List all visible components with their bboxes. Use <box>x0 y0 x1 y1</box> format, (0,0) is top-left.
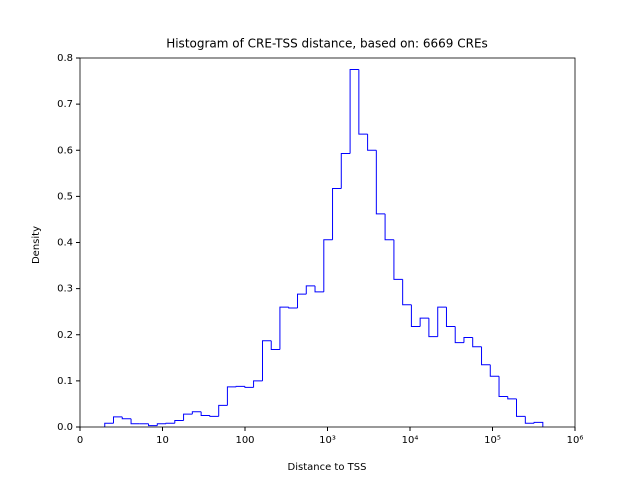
y-tick-label: 0.0 <box>57 422 73 433</box>
x-tick-label: 0 <box>77 435 83 446</box>
chart-title: Histogram of CRE-TSS distance, based on:… <box>166 37 488 51</box>
y-tick-label: 0.8 <box>57 53 73 64</box>
y-tick-label: 0.3 <box>57 284 73 295</box>
x-tick-label: 10⁶ <box>567 435 584 446</box>
y-tick-label: 0.7 <box>57 99 73 110</box>
y-tick-label: 0.4 <box>57 238 73 249</box>
y-tick-label: 0.5 <box>57 191 73 202</box>
x-tick-label: 100 <box>235 435 254 446</box>
x-tick-label: 10⁴ <box>402 435 419 446</box>
y-axis-label: Density <box>31 226 42 264</box>
y-tick-label: 0.2 <box>57 330 73 341</box>
y-tick-label: 0.1 <box>57 376 73 387</box>
x-tick-label: 10⁵ <box>484 435 501 446</box>
y-tick-label: 0.6 <box>57 145 73 156</box>
x-axis-label: Distance to TSS <box>288 462 367 473</box>
x-tick-label: 10 <box>156 435 169 446</box>
x-tick-label: 10³ <box>319 435 336 446</box>
